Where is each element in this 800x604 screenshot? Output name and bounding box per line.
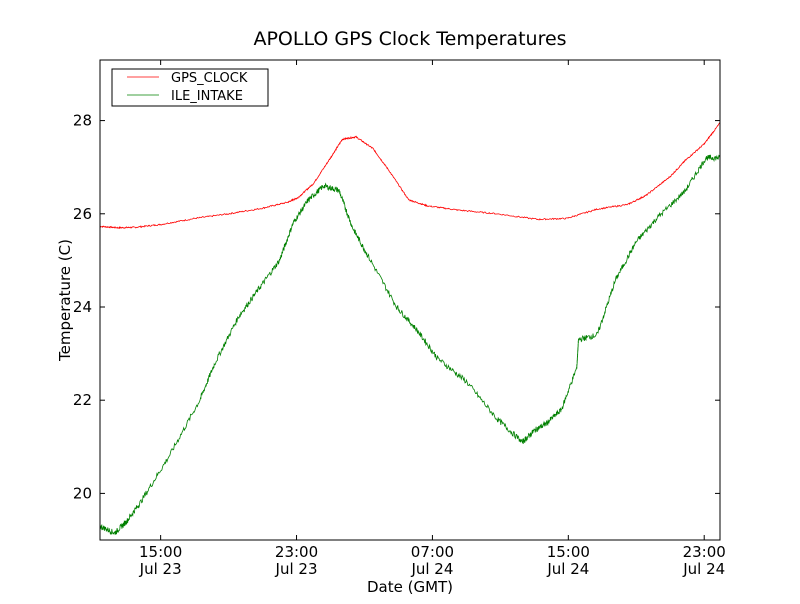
legend: GPS_CLOCK ILE_INTAKE bbox=[111, 68, 269, 107]
x-tick-label-date: Jul 24 bbox=[682, 560, 725, 578]
legend-label: GPS_CLOCK bbox=[171, 71, 248, 86]
plot-frame bbox=[99, 59, 721, 541]
x-tick-label-date: Jul 24 bbox=[410, 560, 453, 578]
y-tick-label: 26 bbox=[73, 205, 92, 223]
y-tick-label: 28 bbox=[73, 112, 92, 130]
series-line-gps-clock bbox=[99, 122, 721, 230]
y-tick-label: 24 bbox=[73, 298, 92, 316]
y-axis-label: Temperature (C) bbox=[56, 239, 74, 362]
x-tick-label-time: 15:00 bbox=[139, 543, 182, 561]
x-axis-label: Date (GMT) bbox=[367, 578, 453, 596]
x-tick-label-date: Jul 23 bbox=[139, 560, 182, 578]
x-tick-label-time: 15:00 bbox=[547, 543, 590, 561]
x-tick-label-time: 23:00 bbox=[275, 543, 318, 561]
chart-title: APOLLO GPS Clock Temperatures bbox=[253, 28, 566, 50]
legend-label: ILE_INTAKE bbox=[171, 89, 243, 104]
y-tick-label: 20 bbox=[73, 484, 92, 502]
legend-box bbox=[111, 68, 269, 107]
x-tick-label-time: 07:00 bbox=[411, 543, 454, 561]
x-tick-label-time: 23:00 bbox=[683, 543, 726, 561]
x-tick-label-date: Jul 23 bbox=[275, 560, 318, 578]
y-tick-label: 22 bbox=[73, 391, 92, 409]
x-tick-label-date: Jul 24 bbox=[546, 560, 589, 578]
series-line-ile-intake bbox=[99, 154, 721, 536]
